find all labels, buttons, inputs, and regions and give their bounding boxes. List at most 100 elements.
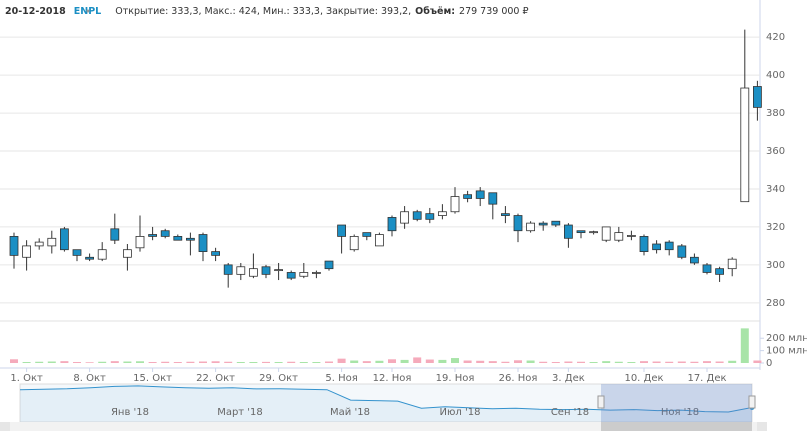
x-tick-label: 12. Ноя — [373, 373, 412, 384]
volume-bar — [451, 358, 459, 363]
x-tick-label: 17. Дек — [687, 373, 726, 384]
x-tick-label: 10. Дек — [624, 373, 663, 384]
navigator-handle[interactable] — [748, 395, 756, 409]
candle-body — [160, 230, 170, 237]
volume-bar — [501, 361, 510, 363]
volume-bar — [85, 362, 94, 363]
y-tick-label: 320 — [766, 222, 785, 233]
volume-bar — [224, 361, 233, 363]
x-tick-label: 3. Дек — [552, 373, 585, 384]
candle-body — [475, 190, 485, 199]
candle-body — [702, 264, 712, 273]
scrollbar-thumb[interactable] — [601, 422, 752, 431]
candle-body — [223, 264, 233, 275]
volume-bar — [60, 361, 69, 363]
candle-body — [412, 211, 422, 220]
x-tick-label: 5. Ноя — [325, 373, 357, 384]
candle-body — [374, 234, 384, 247]
volume-bar — [123, 361, 132, 363]
navigator-label: Сен '18 — [551, 407, 589, 418]
candle-body — [324, 260, 334, 270]
volume-bar — [73, 362, 81, 363]
volume-bar — [413, 357, 422, 363]
volume-bar — [388, 359, 396, 363]
candle-body — [72, 249, 82, 256]
candle-body — [387, 217, 397, 232]
volume-bar — [551, 362, 560, 363]
volume-bar — [400, 359, 409, 363]
candle-body — [135, 236, 145, 249]
candle-body — [47, 237, 57, 247]
candle-body — [513, 215, 523, 232]
header-prices: Открытие: 333,3, Макс.: 424, Мин.: 333,3… — [115, 6, 411, 17]
volume-bar — [602, 361, 611, 363]
volume-bar — [136, 361, 144, 363]
candle-body — [664, 241, 674, 251]
candle-body — [400, 211, 410, 224]
volume-bar — [476, 360, 485, 363]
volume-bar — [463, 360, 472, 363]
scrollbar-arrow[interactable] — [0, 422, 10, 431]
volume-bar — [614, 361, 623, 363]
volume-bar — [362, 361, 371, 363]
volume-bar — [589, 362, 598, 363]
navigator-label: Июл '18 — [440, 407, 481, 418]
volume-tick-label: 100 млн — [766, 346, 807, 357]
volume-bar — [337, 358, 346, 363]
candle-body — [311, 272, 321, 274]
candle-body — [211, 251, 221, 256]
volume-bar — [564, 361, 573, 363]
candle-body — [727, 258, 737, 270]
navigator-area — [20, 385, 752, 422]
candle-body — [740, 87, 750, 203]
volume-bar — [640, 361, 648, 363]
volume-bar — [10, 359, 18, 363]
volume-bar — [715, 361, 724, 363]
volume-bar — [173, 362, 182, 363]
x-tick-label: 26. Ноя — [499, 373, 538, 384]
volume-bar — [526, 360, 535, 363]
candle-body — [236, 266, 246, 275]
scrollbar-track[interactable] — [0, 422, 767, 431]
volume-bar — [236, 362, 245, 363]
candle-body — [148, 234, 158, 237]
candle-body — [274, 269, 284, 272]
candle-body — [652, 243, 661, 251]
navigator-line — [19, 385, 753, 413]
volume-bar — [186, 361, 195, 363]
x-tick-label: 29. Окт — [259, 373, 298, 384]
volume-bar — [110, 361, 119, 363]
volume-bar — [211, 361, 220, 363]
candle-body — [437, 211, 447, 216]
candle-body — [488, 192, 498, 205]
volume-bar — [199, 361, 207, 363]
volume-bar — [249, 362, 258, 363]
candle-body — [677, 245, 687, 258]
candle-body — [337, 224, 347, 237]
volume-bar — [425, 359, 434, 363]
volume-bar — [740, 328, 749, 363]
candle-body — [60, 228, 69, 251]
y-tick-label: 340 — [766, 184, 785, 195]
candle-body — [551, 220, 561, 226]
candle-body — [589, 231, 598, 234]
volume-bar — [47, 361, 56, 363]
volume-bar — [148, 362, 157, 363]
navigator-selection[interactable] — [601, 384, 752, 422]
x-tick-label: 1. Окт — [10, 373, 43, 384]
candle-body — [286, 272, 296, 279]
volume-bar — [703, 361, 711, 363]
navigator-handle[interactable] — [597, 395, 605, 409]
header: 20-12-2018ENPLОткрытие: 333,3, Макс.: 42… — [5, 6, 529, 17]
y-tick-label: 300 — [766, 260, 785, 271]
volume-bar — [98, 361, 107, 363]
candle-body — [110, 228, 120, 241]
candle-body — [614, 232, 624, 241]
header-volume: 279 739 000 ₽ — [459, 6, 529, 17]
candle-body — [85, 256, 94, 260]
scrollbar-arrow[interactable] — [757, 422, 767, 431]
x-tick-label: 19. Ноя — [436, 373, 475, 384]
candle-body — [22, 245, 32, 258]
candle-body — [601, 226, 611, 241]
